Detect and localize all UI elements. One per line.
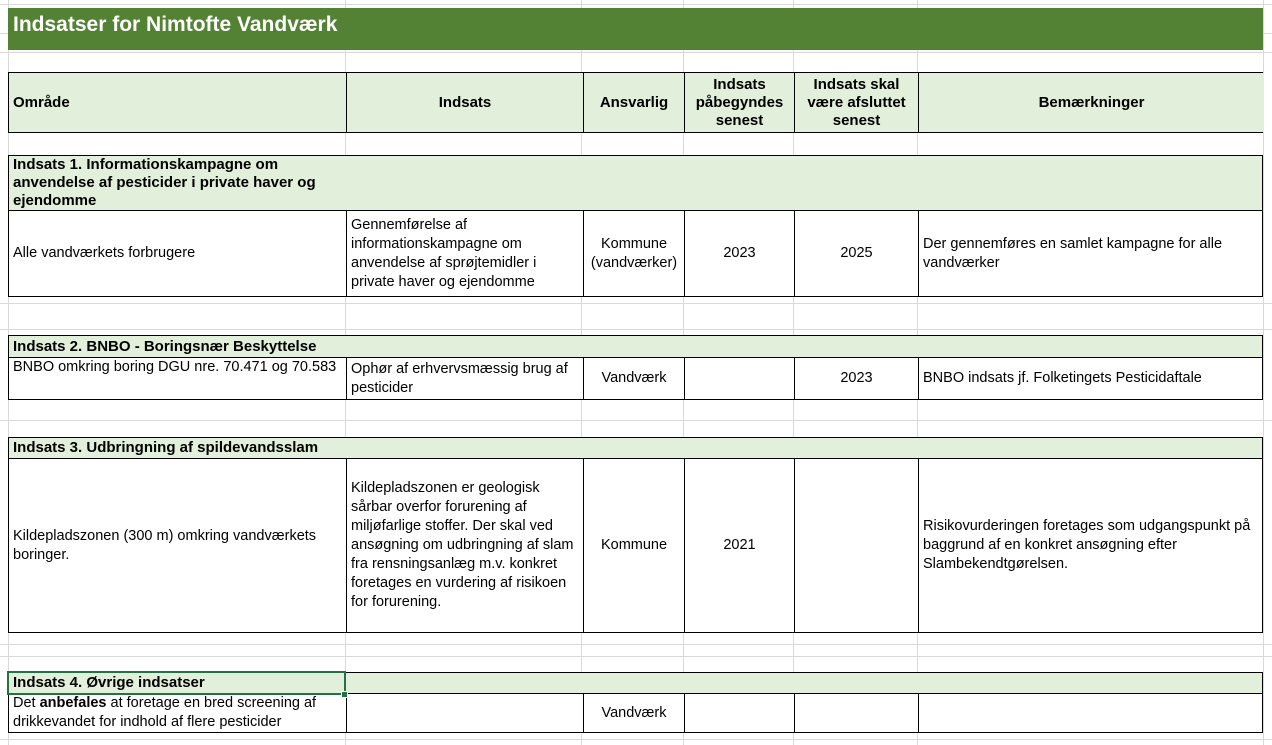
sheet-title: Indsatser for Nimtofte Vandværk [13, 13, 338, 36]
cell-start[interactable] [684, 358, 794, 399]
gridline [0, 420, 1272, 421]
cell-slut[interactable] [794, 694, 918, 732]
fill-handle[interactable] [341, 691, 348, 698]
gridline [0, 644, 1272, 645]
cell-omrade-text-post: at foretage en bred screening af drikkev… [13, 695, 317, 730]
cell-bemaerkninger[interactable]: Der gennemføres en samlet kampagne for a… [918, 211, 1264, 296]
section-3-header-text: Indsats 3. Udbringning af spildevandssla… [13, 439, 319, 456]
cell-slut[interactable]: 2023 [794, 358, 918, 399]
sheet-title-cell[interactable]: Indsatser for Nimtofte Vandværk [8, 8, 1263, 50]
cell-start[interactable]: 2023 [684, 211, 794, 296]
cell-ansvarlig[interactable]: Kommune [583, 459, 684, 632]
section-3-header-cell[interactable]: Indsats 3. Udbringning af spildevandssla… [8, 437, 1263, 459]
section-2-header-text: Indsats 2. BNBO - Boringsnær Beskyttelse [13, 337, 317, 355]
gridline [0, 739, 1272, 740]
section-3-data-row: Kildepladszonen (300 m) omkring vandværk… [8, 459, 1263, 633]
section-2-header-cell[interactable]: Indsats 2. BNBO - Boringsnær Beskyttelse [8, 335, 1263, 358]
gridline [0, 4, 1272, 5]
column-header-bemaerkninger[interactable]: Bemærkninger [918, 73, 1264, 132]
cell-start[interactable] [684, 694, 794, 732]
section-4-header-text: Indsats 4. Øvrige indsatser [13, 674, 205, 691]
gridline [0, 303, 1272, 304]
cell-indsats[interactable]: Kildepladszonen er geologisk sårbar over… [346, 459, 583, 632]
cell-bemaerkninger[interactable]: Risikovurderingen foretages som udgangsp… [918, 459, 1264, 632]
section-1-header-text: Indsats 1. Informationskampagne om anven… [13, 156, 316, 209]
cell-slut[interactable] [794, 459, 918, 632]
cell-ansvarlig[interactable]: Vandværk [583, 694, 684, 732]
active-cell-selection-outline[interactable] [7, 671, 346, 695]
section-1-data-row: Alle vandværkets forbrugere Gennemførels… [8, 211, 1263, 297]
column-header-row: Område Indsats Ansvarlig Indsats påbegyn… [8, 72, 1264, 133]
cell-start[interactable]: 2021 [684, 459, 794, 632]
section-4-header-cell[interactable]: Indsats 4. Øvrige indsatser [8, 672, 1263, 694]
cell-omrade-text-bold: anbefales [39, 695, 107, 711]
section-4-data-row: Det anbefales at foretage en bred screen… [8, 694, 1263, 733]
column-header-omrade[interactable]: Område [9, 73, 346, 132]
cell-indsats[interactable] [346, 694, 583, 732]
cell-slut[interactable]: 2025 [794, 211, 918, 296]
cell-bemaerkninger[interactable]: BNBO indsats jf. Folketingets Pesticidaf… [918, 358, 1264, 399]
cell-omrade[interactable]: BNBO omkring boring DGU nre. 70.471 og 7… [13, 359, 337, 375]
cell-omrade[interactable]: Det anbefales at foretage en bred screen… [9, 694, 346, 732]
cell-ansvarlig[interactable]: Vandværk [583, 358, 684, 399]
section-1-header-cell[interactable]: Indsats 1. Informationskampagne om anven… [8, 155, 1263, 211]
cell-indsats[interactable]: Gennemførelse af informationskampagne om… [346, 211, 583, 296]
gridline [0, 329, 1272, 330]
cell-bemaerkninger[interactable] [918, 694, 1264, 732]
cell-indsats[interactable]: Ophør af erhvervsmæssig brug af pesticid… [346, 358, 583, 399]
column-header-indsats[interactable]: Indsats [346, 73, 583, 132]
cell-ansvarlig[interactable]: Kommune (vandværker) [583, 211, 684, 296]
gridline [0, 656, 1272, 657]
column-header-ansvarlig[interactable]: Ansvarlig [583, 73, 684, 132]
cell-omrade[interactable]: Kildepladszonen (300 m) omkring vandværk… [13, 527, 317, 563]
gridline [1263, 0, 1264, 745]
gridline [0, 52, 1272, 53]
cell-omrade-text-pre: Det [13, 695, 40, 711]
column-header-start[interactable]: Indsats påbegyndes senest [684, 73, 794, 132]
column-header-slut[interactable]: Indsats skal være afsluttet senest [794, 73, 918, 132]
cell-omrade[interactable]: Alle vandværkets forbrugere [13, 245, 196, 261]
section-2-data-row: BNBO omkring boring DGU nre. 70.471 og 7… [8, 358, 1263, 400]
